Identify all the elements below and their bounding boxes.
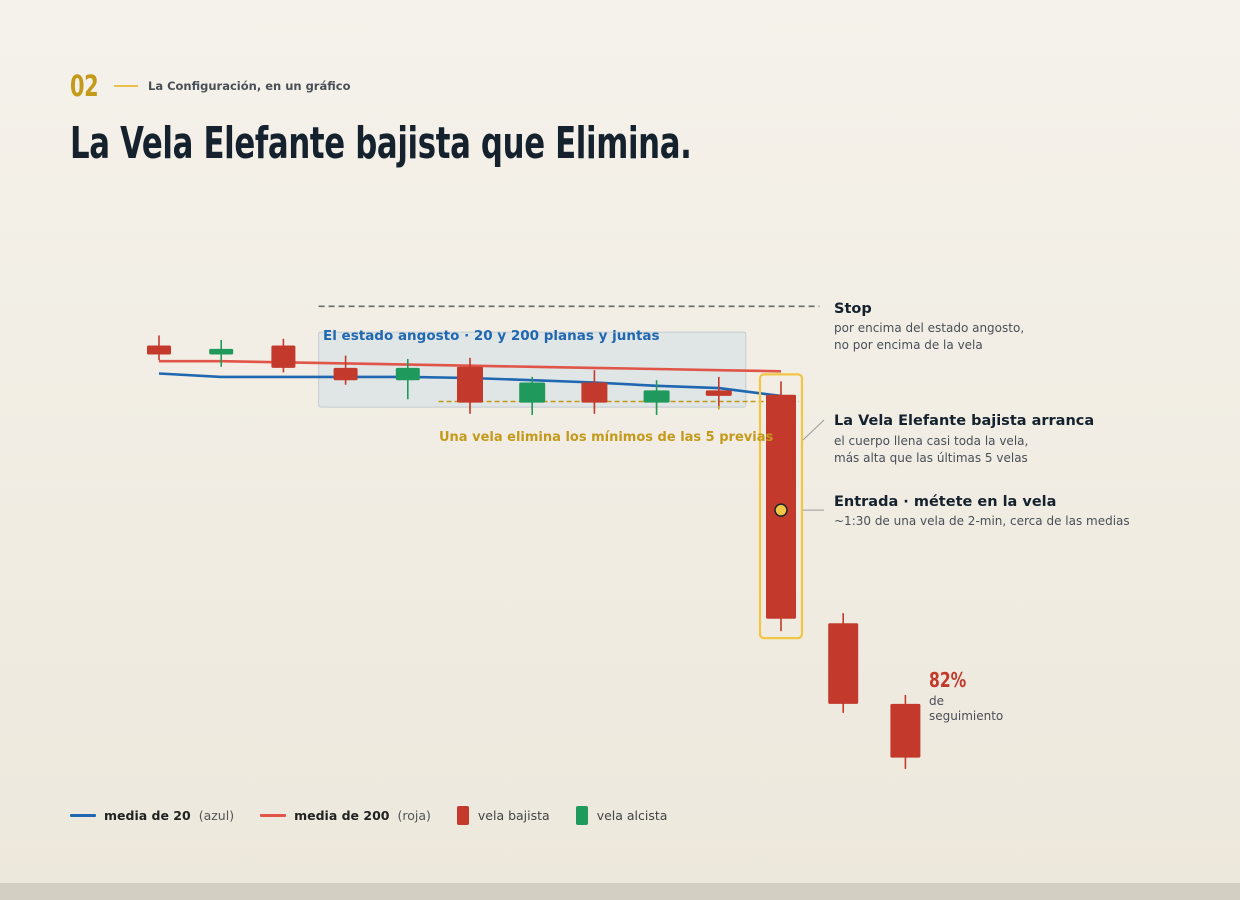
legend-ma200-name: media de 200: [294, 808, 390, 823]
bullish-candle: [209, 348, 234, 355]
footer-bar: [0, 883, 1240, 900]
legend-ma20-name: media de 20: [104, 808, 191, 823]
elephant-highlight: [758, 373, 804, 640]
legend-item-ma20: media de 20 (azul): [70, 808, 234, 823]
legend-ma200-note: (roja): [397, 808, 431, 823]
follow-note-2: seguimiento: [929, 709, 1003, 723]
bearish-candle: [457, 366, 483, 403]
legend-item-bearish: vela bajista: [456, 806, 550, 825]
bearish-candle: [271, 345, 296, 368]
bullish-candle: [519, 382, 546, 403]
bearish-candle: [333, 367, 358, 381]
elephant-note-1: el cuerpo llena casi toda la vela,: [834, 434, 1028, 448]
lows-label: Una vela elimina los mínimos de las 5 pr…: [439, 430, 773, 445]
entry-marker: [774, 503, 788, 517]
candlestick-chart: El estado angosto · 20 y 200 planas y ju…: [147, 301, 1130, 769]
legend-bullish-label: vela alcista: [596, 808, 668, 823]
bearish-candle: [890, 703, 921, 758]
section-kicker: 02 La Configuración, en un gráfico: [70, 68, 351, 104]
bearish-swatch: [456, 806, 469, 825]
kicker-divider: [114, 85, 138, 87]
entry-note: ~1:30 de una vela de 2-min, cerca de las…: [834, 514, 1130, 528]
follow-note-1: de: [929, 694, 944, 708]
bearish-candle: [705, 390, 732, 396]
legend-item-ma200: media de 200 (roja): [260, 808, 431, 823]
follow-percent: 82%: [929, 669, 966, 692]
stop-note-1: por encima del estado angosto,: [834, 321, 1024, 335]
bearish-candle: [147, 345, 171, 355]
bullish-candle: [643, 390, 670, 403]
zone-label: El estado angosto · 20 y 200 planas y ju…: [323, 328, 660, 344]
ma200-swatch: [260, 814, 287, 817]
elephant-leader: [802, 419, 825, 441]
legend-ma20-note: (azul): [198, 808, 235, 823]
bearish-candle: [581, 382, 608, 403]
bearish-candle: [828, 623, 859, 704]
elephant-title: La Vela Elefante bajista arranca: [834, 413, 1094, 429]
page-title: La Vela Elefante bajista que Elimina.: [70, 118, 692, 169]
chart-legend: media de 20 (azul) media de 200 (roja) v…: [70, 806, 693, 825]
section-kicker-label: La Configuración, en un gráfico: [148, 79, 351, 93]
legend-item-bullish: vela alcista: [575, 806, 668, 825]
elephant-note-2: más alta que las últimas 5 velas: [834, 451, 1028, 465]
bullish-candle: [395, 367, 420, 381]
stop-title: Stop: [834, 301, 872, 317]
stop-note-2: no por encima de la vela: [834, 338, 983, 352]
section-number: 02: [70, 69, 99, 103]
ma20-swatch: [70, 814, 96, 817]
legend-bearish-label: vela bajista: [477, 808, 550, 823]
entry-title: Entrada · métete en la vela: [834, 494, 1056, 510]
bullish-swatch: [575, 806, 588, 825]
